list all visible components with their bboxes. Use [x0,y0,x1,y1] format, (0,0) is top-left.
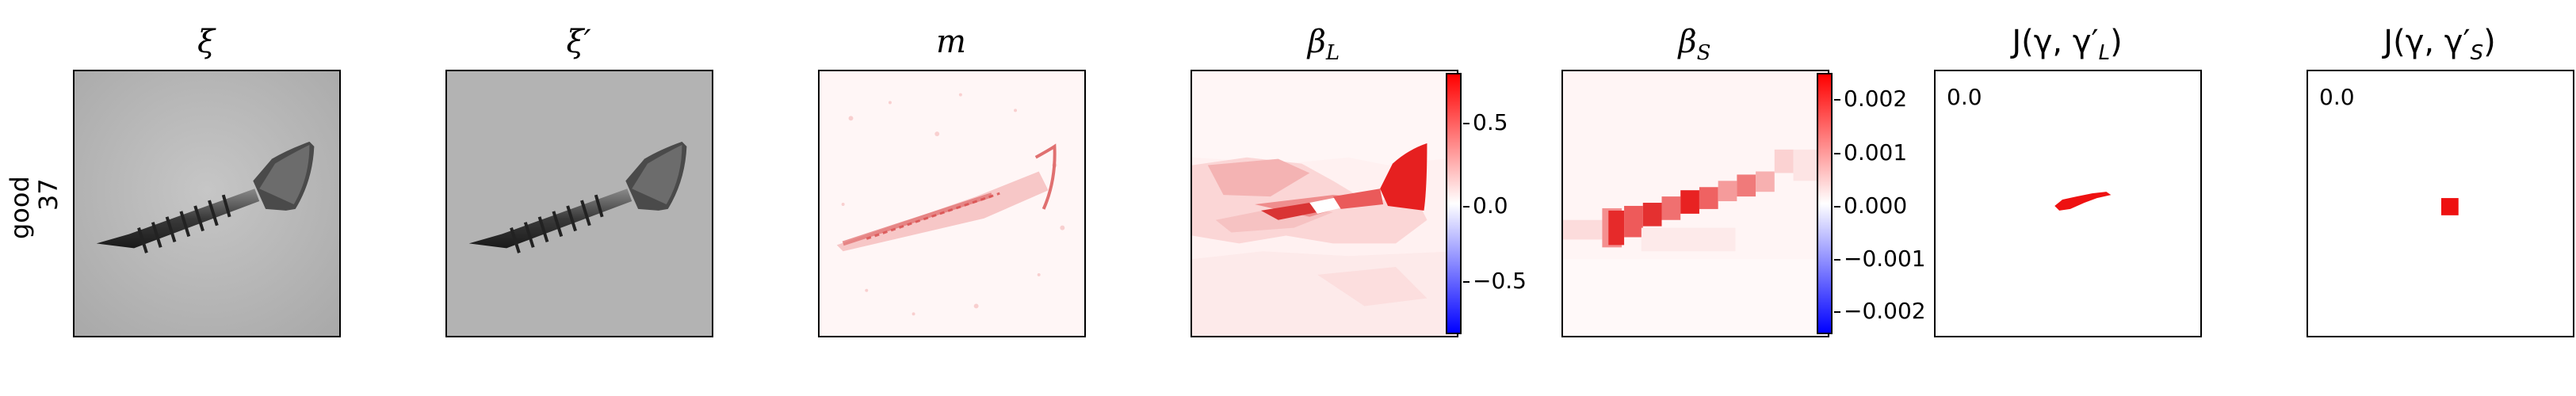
panel-jaccard-L: 0.0 [1934,70,2202,337]
jaccard-L-value: 0.0 [1947,84,1982,110]
panel-title-jaccard-S: J(γ, γ′S) [2383,24,2496,65]
screw-shape-prime [468,141,687,253]
panel-title-beta-S: βS [1678,24,1711,65]
jaccard-S-value: 0.0 [2319,84,2355,110]
heatmap-beta-S [1563,71,1828,336]
colorbar-beta-S-tick-3: −0.001 [1834,246,1926,272]
panel-title-xi-prime: ξ′ [566,24,591,60]
panel-title-m: m [936,24,966,60]
screw-image-xi [75,71,339,336]
colorbar-beta-L-tick-2: −0.5 [1463,268,1527,294]
panel-beta-L-heatmap [1191,70,1458,337]
row-label-bottom: 37 [33,178,63,211]
heatmap-beta-L [1192,71,1457,336]
panel-xi-image [73,70,341,337]
screw-shape [96,141,315,253]
panel-m-mask [818,70,1086,337]
colorbar-beta-S-tick-4: −0.002 [1834,298,1926,324]
colorbar-beta-L-tick-1: 0.0 [1463,192,1508,219]
colorbar-beta-L [1446,73,1462,334]
colorbar-beta-S-tick-2: 0.000 [1833,192,1908,219]
colorbar-beta-S [1817,73,1833,334]
panel-title-jaccard-L: J(γ, γ′L) [2012,24,2123,65]
colorbar-beta-S-tick-0: 0.002 [1833,86,1908,112]
mask-image-m [820,71,1084,336]
row-label: good 37 [0,127,71,269]
panel-title-beta-L: βL [1307,24,1340,65]
panel-title-xi: ξ [197,24,216,60]
row-label-top: good [5,176,35,239]
panel-beta-S-heatmap [1561,70,1829,337]
panel-xi-prime-image [445,70,713,337]
screw-image-xi-prime [447,71,712,336]
jaccard-L-mask [2054,192,2112,211]
panel-jaccard-S: 0.0 [2307,70,2574,337]
colorbar-beta-L-tick-0: 0.5 [1463,109,1508,135]
jaccard-S-mask [2440,198,2459,215]
colorbar-beta-S-tick-1: 0.001 [1833,139,1908,166]
